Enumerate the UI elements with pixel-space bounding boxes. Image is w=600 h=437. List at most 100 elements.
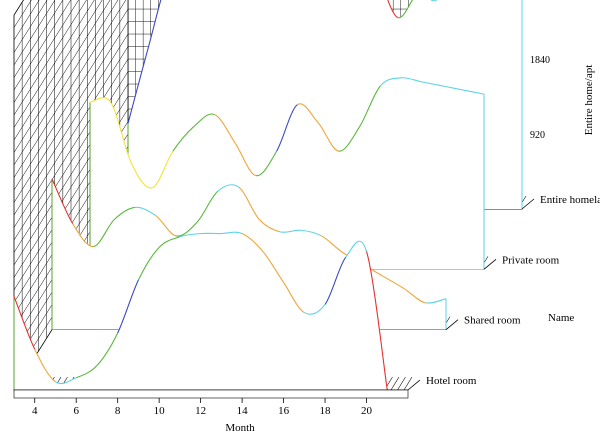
series-line — [51, 178, 74, 225]
grid-line — [13, 0, 79, 103]
series-line — [217, 184, 239, 192]
depth-tick-label: Shared room — [464, 315, 521, 327]
series-line — [425, 298, 447, 304]
series-line — [155, 215, 177, 237]
series-line — [383, 276, 405, 290]
grid-line — [13, 33, 129, 216]
series-line — [317, 122, 340, 152]
series-line — [387, 0, 398, 18]
z-tick-label: 920 — [530, 130, 545, 141]
series-line — [148, 0, 162, 47]
grid-line — [13, 0, 87, 116]
series-line — [442, 85, 464, 91]
grid-line — [13, 58, 129, 241]
series-line — [110, 101, 132, 164]
labels: Month Entire home/apt Name — [225, 65, 595, 434]
depth-tick — [407, 379, 421, 391]
grid-line — [13, 0, 40, 41]
series-line — [283, 282, 305, 314]
series-line — [13, 296, 36, 350]
series-line — [276, 104, 298, 152]
grid-line — [13, 0, 95, 128]
series-line — [127, 45, 150, 124]
grid-line — [13, 0, 103, 141]
series-line — [214, 113, 236, 144]
series-line — [297, 103, 319, 123]
series-line — [262, 251, 285, 283]
series-line — [76, 365, 98, 379]
floor-hatch — [397, 376, 406, 391]
series-line — [96, 332, 119, 366]
series-line — [113, 206, 136, 221]
series-line — [397, 0, 414, 19]
series-line — [130, 163, 153, 189]
series-line — [366, 251, 388, 391]
grid-line — [13, 0, 127, 178]
x-tick-label: 18 — [320, 405, 332, 417]
series-line — [72, 223, 94, 248]
grid-line — [13, 21, 129, 203]
x-tick-label: 20 — [361, 405, 373, 417]
series-line — [404, 288, 426, 304]
depth-axis-title: Name — [548, 312, 574, 324]
series-line — [359, 85, 381, 128]
grid-line — [13, 0, 56, 66]
x-tick-label: 4 — [32, 405, 38, 417]
series-line — [255, 150, 278, 177]
x-tick-label: 6 — [73, 405, 79, 417]
series-line — [176, 221, 198, 237]
series-line — [400, 77, 422, 83]
grid-line — [13, 0, 111, 153]
series-line — [258, 219, 281, 233]
series-line — [179, 232, 201, 238]
series-line — [338, 126, 361, 152]
series-fill — [14, 232, 388, 390]
x-tick-label: 14 — [237, 405, 249, 417]
series-line — [117, 279, 139, 334]
floor-hatch — [403, 376, 413, 391]
depth-tick — [483, 259, 497, 270]
series-line — [172, 126, 195, 152]
series-line — [300, 229, 322, 237]
x-tick-label: 12 — [195, 405, 206, 417]
series-line — [321, 235, 343, 253]
axes: 4681012141618209201840276036804600Entire… — [13, 55, 600, 417]
series-fill — [90, 77, 484, 270]
depth-tick-label: Entire homelapt — [540, 194, 600, 206]
series-3 — [13, 231, 388, 391]
series-line — [241, 233, 264, 252]
series-line — [93, 219, 115, 248]
series-line — [345, 240, 368, 258]
x-tick-label: 8 — [115, 405, 121, 417]
series-line — [279, 229, 301, 233]
series-line — [34, 349, 56, 383]
x-axis-band — [13, 389, 409, 399]
series-line — [463, 89, 485, 95]
depth-tick-label: Private room — [502, 254, 560, 266]
grid-line — [13, 46, 129, 228]
series-layer — [13, 0, 523, 391]
series-line — [193, 113, 215, 128]
grid-line — [13, 8, 129, 191]
grid-line — [13, 0, 64, 78]
grid-line — [13, 0, 72, 91]
floor-hatch — [390, 376, 400, 391]
series-line — [151, 150, 174, 189]
series-1 — [89, 77, 485, 270]
grid-line — [13, 0, 119, 166]
series-line — [324, 256, 347, 305]
series-line — [89, 97, 112, 103]
series-line — [221, 231, 243, 235]
series-line — [234, 142, 257, 177]
series-line — [238, 186, 260, 221]
series-line — [55, 377, 77, 385]
series-line — [421, 81, 443, 87]
series-line — [158, 236, 181, 248]
depth-tick — [521, 198, 535, 210]
series-line — [137, 246, 160, 281]
grid-line — [13, 0, 48, 53]
z-tick-label: 1840 — [530, 55, 550, 66]
series-line — [196, 190, 219, 223]
series-line — [379, 77, 402, 87]
